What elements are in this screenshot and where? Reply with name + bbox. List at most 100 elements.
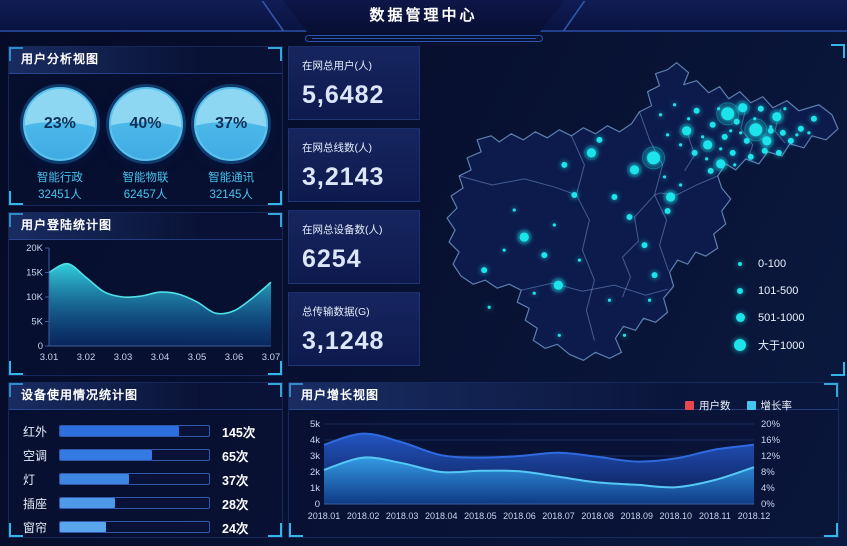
- gauge-percent: 37%: [215, 115, 248, 132]
- stat-label: 在网总用户(人): [302, 60, 372, 72]
- liquid-wave: [110, 122, 181, 159]
- stat-value: 3,1248: [302, 327, 385, 355]
- bar-label: 灯: [23, 472, 36, 487]
- bar-label: 窗帘: [23, 520, 48, 535]
- stat-value: 5,6482: [302, 81, 385, 109]
- gauge-count: 62457人: [123, 188, 168, 201]
- title-decoration: [304, 35, 543, 42]
- device-bar-row: 插座 28次: [23, 491, 272, 515]
- map-scatter-dots: [481, 100, 817, 337]
- bar-fill: [60, 426, 180, 436]
- svg-text:3.03: 3.03: [114, 352, 133, 363]
- map-legend-row: 501-1000: [732, 304, 805, 331]
- svg-text:12%: 12%: [761, 451, 781, 462]
- svg-text:2018.10: 2018.10: [660, 511, 693, 521]
- bar-label: 插座: [23, 496, 48, 511]
- svg-text:0: 0: [315, 499, 320, 510]
- device-bar-row: 窗帘 24次: [23, 515, 272, 539]
- svg-text:0%: 0%: [761, 499, 775, 510]
- svg-text:2k: 2k: [310, 467, 320, 478]
- svg-text:4k: 4k: [310, 435, 320, 446]
- svg-text:2018.06: 2018.06: [503, 511, 536, 521]
- svg-text:5K: 5K: [31, 317, 43, 328]
- svg-text:4%: 4%: [761, 483, 775, 494]
- legend-label: 增长率: [760, 400, 793, 412]
- panel-title-login: 用户登陆统计图: [9, 213, 282, 240]
- gauge-count: 32145人: [209, 188, 253, 201]
- map-legend: 0-100 101-500 501-1000 大于1000: [732, 250, 805, 358]
- bar-fill: [60, 522, 107, 532]
- liquid-circle: 23%: [22, 87, 97, 161]
- panel-device-usage: 设备使用情况统计图 红外 145次 空调 65次灯 37次 插座 28次 窗帘 24次: [8, 382, 283, 538]
- device-bar-chart: 红外 145次 空调 65次灯 37次 插座 28次 窗帘 24次: [9, 410, 282, 539]
- liquid-wave: [196, 122, 267, 159]
- svg-text:3.07: 3.07: [262, 352, 280, 363]
- svg-text:2018.01: 2018.01: [308, 511, 341, 521]
- top-bar: 数据管理中心: [0, 0, 847, 42]
- header-slash-left: [261, 1, 285, 31]
- bar-track: [59, 425, 210, 437]
- bar-track: [59, 497, 210, 509]
- svg-text:2018.08: 2018.08: [581, 511, 614, 521]
- device-bar-row: 红外 145次: [23, 419, 272, 443]
- svg-text:8%: 8%: [761, 467, 775, 478]
- gauge-count: 32451人: [38, 188, 82, 201]
- svg-text:3k: 3k: [310, 451, 320, 462]
- legend-dot: [735, 313, 745, 322]
- legend-dot: [738, 261, 742, 266]
- liquid-wave: [24, 122, 95, 159]
- liquid-gauge-1: 40% 智能物联 62457人: [103, 87, 189, 203]
- bar-value: 24次: [222, 521, 249, 536]
- svg-text:3.06: 3.06: [225, 352, 244, 363]
- growth-chart-legend: 用户数 增长率: [685, 398, 792, 413]
- svg-text:3.01: 3.01: [40, 352, 59, 363]
- svg-text:2018.07: 2018.07: [542, 511, 575, 521]
- stat-label: 总传输数据(G): [302, 306, 370, 318]
- map-outline: [446, 62, 839, 361]
- liquid-gauges: 23% 智能行政 32451人 40% 智能物联 62457人 37% 智能通讯 32145人: [9, 74, 282, 203]
- svg-text:2018.05: 2018.05: [464, 511, 497, 521]
- svg-text:2018.09: 2018.09: [620, 511, 653, 521]
- bar-value: 65次: [222, 449, 249, 464]
- gauge-percent: 40%: [129, 115, 162, 132]
- svg-text:1k: 1k: [310, 483, 320, 494]
- bar-label: 空调: [23, 448, 48, 463]
- legend-item-增长率[interactable]: 增长率: [746, 398, 793, 413]
- legend-label: 0-100: [758, 257, 787, 270]
- header-slash-right: [562, 1, 586, 31]
- bar-fill: [60, 474, 129, 484]
- svg-text:15K: 15K: [26, 268, 44, 279]
- province-map: [446, 62, 839, 361]
- stat-card-total-data: 总传输数据(G) 3,1248: [288, 292, 420, 366]
- legend-dot: [734, 338, 746, 351]
- stat-card-total-users: 在网总用户(人) 5,6482: [288, 46, 420, 120]
- liquid-circle: 37%: [194, 87, 269, 161]
- bar-value: 145次: [222, 425, 256, 440]
- stat-value: 3,2143: [302, 163, 385, 191]
- legend-label: 101-500: [758, 284, 799, 297]
- legend-item-用户数[interactable]: 用户数: [685, 398, 731, 413]
- device-bar-row: 空调 65次: [23, 443, 272, 467]
- svg-text:3.02: 3.02: [77, 352, 96, 363]
- svg-text:0: 0: [38, 341, 43, 352]
- bar-label: 红外: [23, 424, 48, 439]
- panel-user-growth: 用户增长视图 用户数 增长率 0 1k 2k 3k 4k 5k 0% 4% 8% 12% 16% 20%…: [288, 382, 839, 538]
- svg-text:2018.11: 2018.11: [699, 511, 731, 521]
- legend-swatch: [746, 401, 756, 410]
- map-legend-row: 101-500: [732, 277, 805, 304]
- stat-label: 在网总线数(人): [302, 142, 372, 154]
- gauge-percent: 23%: [43, 115, 76, 132]
- bar-track: [59, 449, 210, 461]
- liquid-circle: 40%: [108, 87, 183, 161]
- bar-track: [59, 521, 210, 533]
- stat-value: 6254: [302, 245, 362, 273]
- panel-title-analysis: 用户分析视图: [9, 47, 282, 74]
- svg-text:5k: 5k: [310, 419, 320, 430]
- panel-login-stats: 用户登陆统计图 0 5K 10K 15K 20K 3.01 3.02 3.03 3.04 3.05…: [8, 212, 283, 376]
- stat-label: 在网总设备数(人): [302, 224, 383, 236]
- legend-label: 501-1000: [758, 311, 805, 324]
- panel-title-device: 设备使用情况统计图: [9, 383, 282, 410]
- legend-label: 大于1000: [758, 339, 805, 352]
- svg-text:2018.12: 2018.12: [738, 511, 771, 521]
